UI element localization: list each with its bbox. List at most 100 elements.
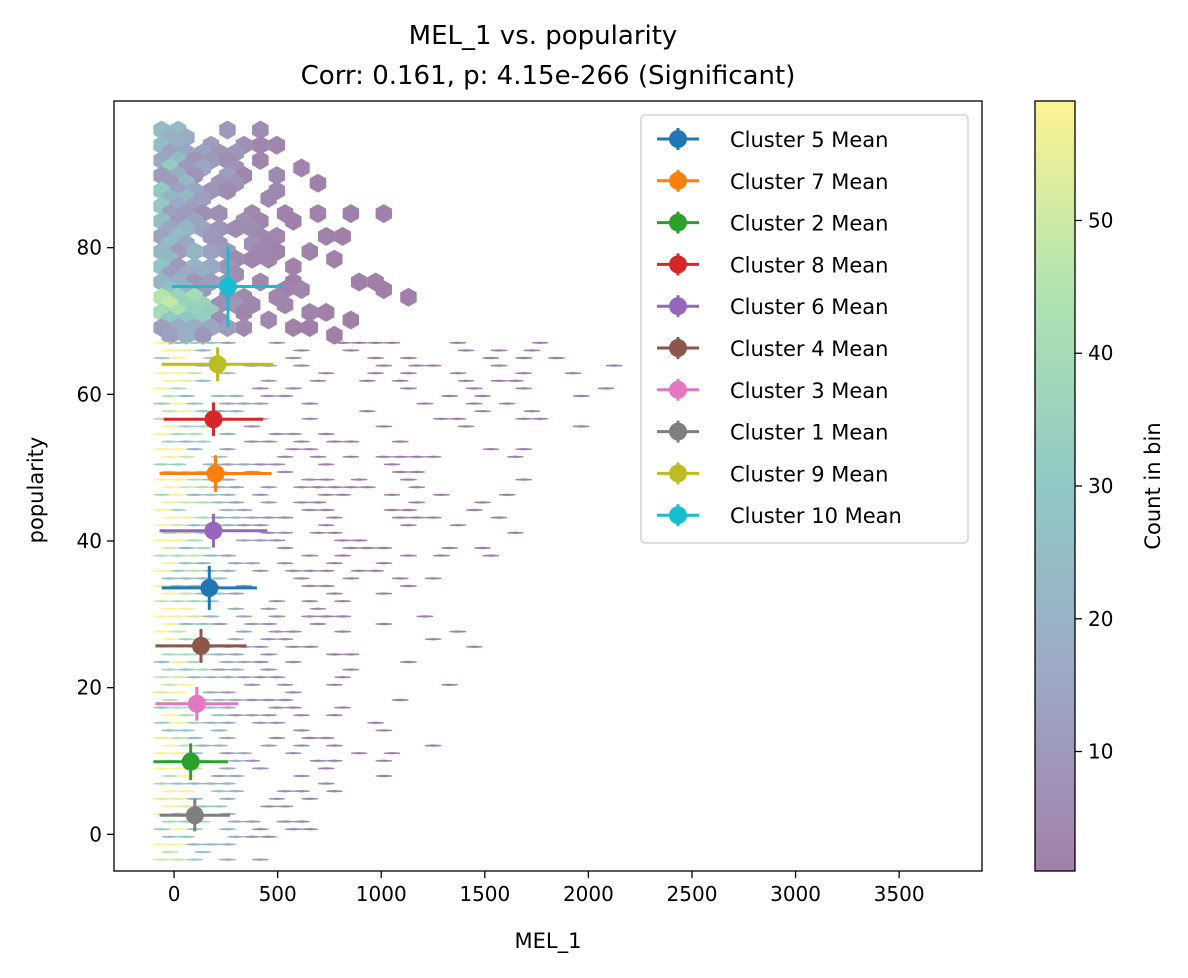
hex-bin xyxy=(186,493,203,496)
hex-bin xyxy=(309,204,327,224)
hex-bin xyxy=(276,790,294,793)
legend-label: Cluster 6 Mean xyxy=(730,295,888,319)
hex-bin xyxy=(260,394,277,398)
hex-bin xyxy=(243,714,261,717)
hex-bin xyxy=(202,554,220,557)
hex-bin xyxy=(285,691,302,694)
chart-subtitle: Corr: 0.161, p: 4.15e-266 (Significant) xyxy=(301,61,796,91)
hex-bin xyxy=(318,493,335,496)
hex-bin xyxy=(153,828,170,831)
cluster-mean-7 xyxy=(155,686,239,721)
legend-label: Cluster 9 Mean xyxy=(730,462,888,486)
hex-bin xyxy=(375,774,392,778)
hex-bin xyxy=(474,546,491,550)
hex-bin xyxy=(252,660,269,664)
hex-bin xyxy=(276,698,294,702)
hex-bin xyxy=(515,387,532,390)
hex-bin xyxy=(474,410,491,413)
hex-bin xyxy=(161,638,179,641)
hex-bin xyxy=(186,797,203,800)
hex-bin xyxy=(211,653,228,656)
hex-bin xyxy=(276,820,294,823)
hex-bin xyxy=(252,539,269,542)
hex-bin xyxy=(186,554,203,557)
hex-bin xyxy=(260,622,277,626)
hex-bin xyxy=(178,440,195,443)
hex-bin xyxy=(252,858,269,861)
hex-bin xyxy=(202,600,220,603)
hex-bin xyxy=(202,843,220,846)
y-tick-label: 40 xyxy=(77,529,102,553)
hex-bin xyxy=(342,204,360,224)
hex-bin xyxy=(178,546,195,550)
hex-bin xyxy=(285,630,302,633)
hex-bin xyxy=(301,417,318,420)
hex-bin xyxy=(153,782,170,785)
hex-bin xyxy=(227,592,244,595)
hex-bin xyxy=(400,584,417,588)
hex-bin xyxy=(342,668,360,671)
hex-bin xyxy=(202,721,220,724)
hex-bin xyxy=(153,858,170,861)
hex-bin xyxy=(243,683,261,686)
hex-bin xyxy=(227,486,244,489)
hex-bin xyxy=(597,387,615,390)
hex-bin xyxy=(268,736,286,740)
hex-bin xyxy=(243,835,261,838)
hex-bin xyxy=(326,486,343,489)
mean-point xyxy=(218,277,237,296)
hex-bin xyxy=(227,790,244,793)
hex-bin xyxy=(227,219,244,239)
hex-bin xyxy=(268,615,286,618)
hex-bin xyxy=(260,516,277,519)
hex-bin xyxy=(318,767,335,770)
hex-bin xyxy=(301,736,318,740)
hex-bin xyxy=(499,493,516,496)
hex-bin xyxy=(153,630,170,633)
hex-bin xyxy=(169,691,187,694)
hex-bin xyxy=(153,508,170,512)
legend-item: Cluster 1 Mean xyxy=(657,420,888,445)
hex-bin xyxy=(219,676,236,679)
cluster-mean-1 xyxy=(161,565,257,610)
hex-bin xyxy=(153,767,170,770)
hex-bin xyxy=(219,691,236,694)
hex-bin xyxy=(235,660,253,664)
hex-bin xyxy=(194,349,211,352)
hex-bin xyxy=(194,744,211,747)
hex-bin xyxy=(449,341,467,344)
hex-bin xyxy=(408,486,425,489)
hex-bin xyxy=(375,759,392,762)
hex-bin xyxy=(243,622,261,626)
hex-bin xyxy=(449,630,467,633)
hex-bin xyxy=(194,486,211,489)
hex-bin xyxy=(161,668,179,671)
hex-bin xyxy=(194,850,211,854)
hex-bin xyxy=(153,372,170,375)
hex-bin xyxy=(227,394,244,398)
hex-bin xyxy=(178,790,195,793)
hex-bin xyxy=(318,372,335,375)
hex-bin xyxy=(243,759,261,762)
hex-bin xyxy=(285,660,302,664)
cluster-mean-9 xyxy=(161,347,274,382)
hex-bin xyxy=(202,782,220,785)
hex-bin xyxy=(227,698,244,702)
legend-item: Cluster 5 Mean xyxy=(657,128,888,152)
hex-bin xyxy=(408,455,425,458)
hex-bin xyxy=(424,364,442,367)
hex-bin xyxy=(383,341,401,344)
hex-bin xyxy=(466,508,483,512)
hex-bin xyxy=(301,584,318,588)
hex-bin xyxy=(161,790,179,793)
hex-bin xyxy=(219,463,236,466)
hex-bin xyxy=(194,325,211,345)
hex-bin xyxy=(392,379,409,382)
hex-bin xyxy=(375,622,392,626)
hex-bin xyxy=(367,356,384,360)
hex-bin xyxy=(153,736,170,740)
hex-bin xyxy=(318,226,335,246)
hex-bin xyxy=(276,455,294,458)
hex-bin xyxy=(219,318,236,338)
hex-bin xyxy=(318,432,335,436)
